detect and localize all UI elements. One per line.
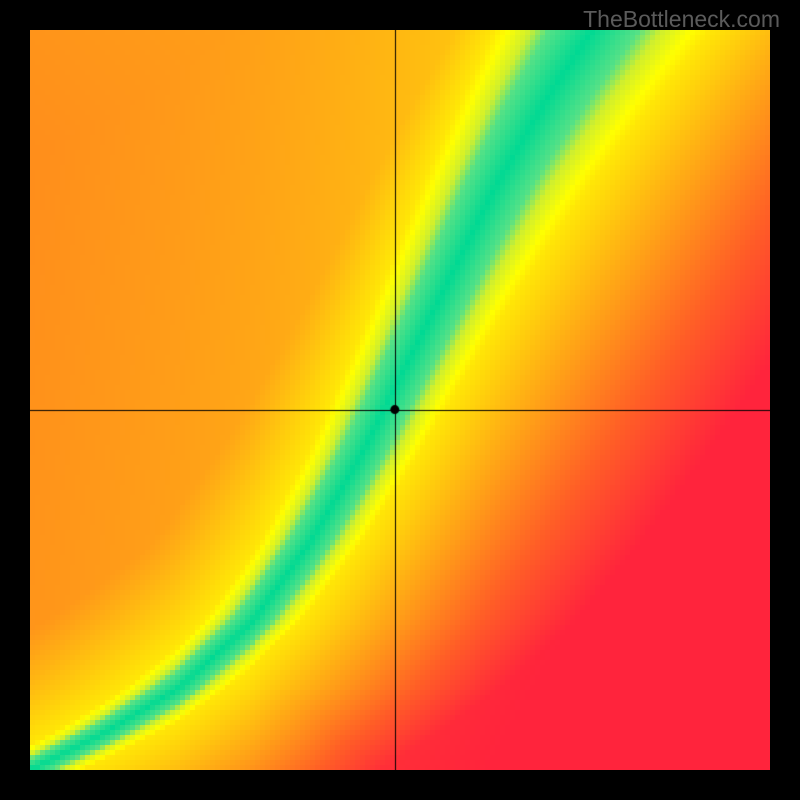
chart-container: TheBottleneck.com	[0, 0, 800, 800]
watermark-text: TheBottleneck.com	[583, 6, 780, 33]
bottleneck-heatmap	[30, 30, 770, 770]
